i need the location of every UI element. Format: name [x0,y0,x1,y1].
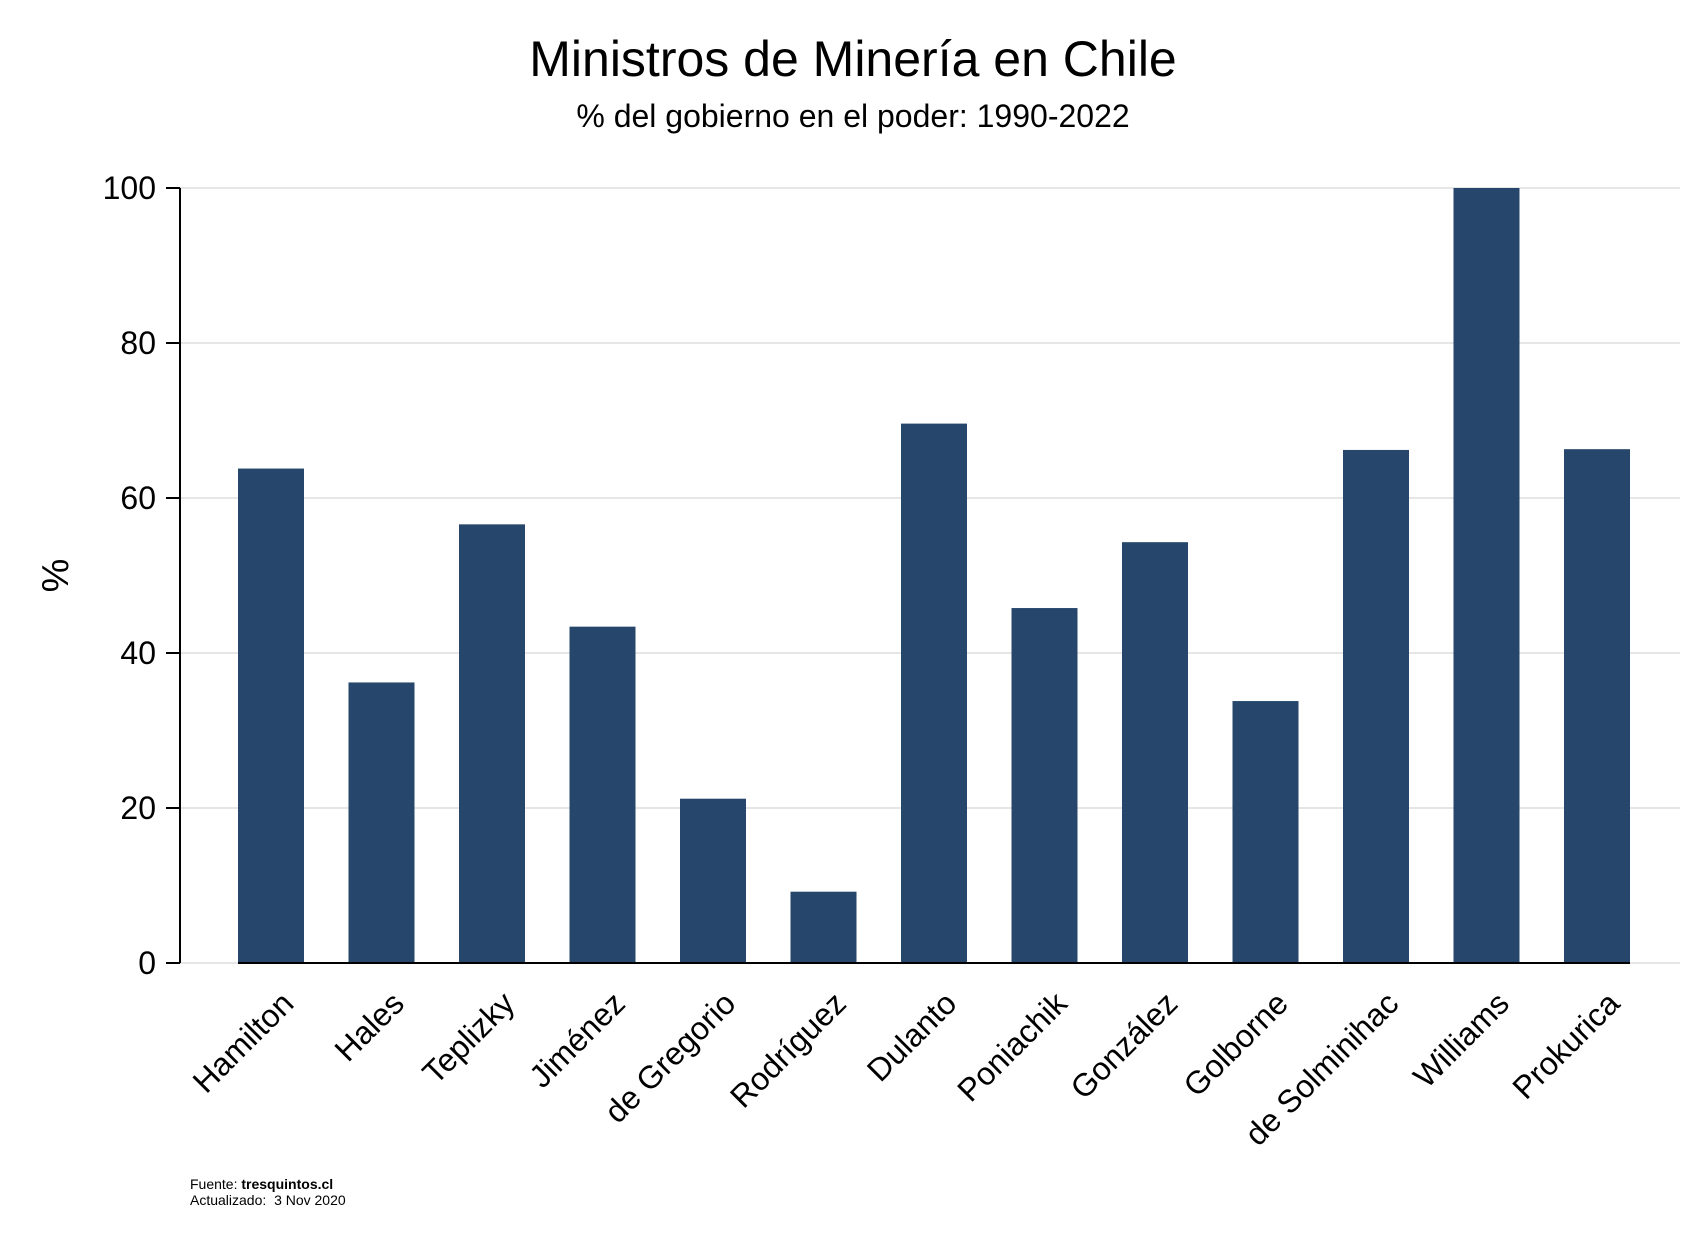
updated-value: 3 Nov 2020 [274,1192,346,1208]
bars [238,188,1630,964]
x-tick-label: Golborne [1176,985,1295,1104]
y-axis-label: % [35,559,77,593]
bar [569,626,636,963]
x-tick-label: Jiménez [522,985,632,1095]
bar [1343,449,1409,963]
updated-label: Actualizado: [190,1192,267,1208]
chart-title: Ministros de Minería en Chile [529,31,1177,87]
x-tick-label: Poniachik [950,984,1074,1108]
x-tick-label: Williams [1406,985,1516,1095]
x-tick-label: Prokurica [1505,985,1626,1106]
y-tick-label: 40 [120,635,156,671]
bar [348,682,415,963]
x-tick-label: Rodríguez [723,985,853,1115]
bar [790,891,857,963]
updated-line: Actualizado: 3 Nov 2020 [190,1192,346,1208]
source-line: Fuente: tresquintos.cl [190,1176,346,1192]
bar [238,468,304,963]
source-value: tresquintos.cl [241,1176,334,1192]
bar [1232,701,1299,963]
y-tick-label: 20 [120,790,156,826]
footer: Fuente: tresquintos.cl Actualizado: 3 No… [190,1176,346,1208]
x-tick-label: Dulanto [860,985,963,1088]
bar [459,524,525,963]
x-tick-label: Teplizky [415,985,521,1091]
x-tick-label: Hales [328,985,411,1068]
axes [166,187,1630,964]
bar [1453,188,1520,963]
bar [680,798,746,963]
bar [1011,608,1078,963]
y-tick-label: 80 [120,325,156,361]
bar [1564,449,1630,963]
x-tick-label: González [1063,985,1184,1106]
bar [1122,542,1188,963]
y-tick-label: 100 [103,170,156,206]
chart-subtitle: % del gobierno en el poder: 1990-2022 [576,98,1130,134]
y-tick-label: 60 [120,480,156,516]
x-tick-label: Hamilton [186,985,301,1100]
bar [901,423,967,964]
source-label: Fuente: [190,1176,238,1192]
y-tick-label: 0 [138,945,156,981]
